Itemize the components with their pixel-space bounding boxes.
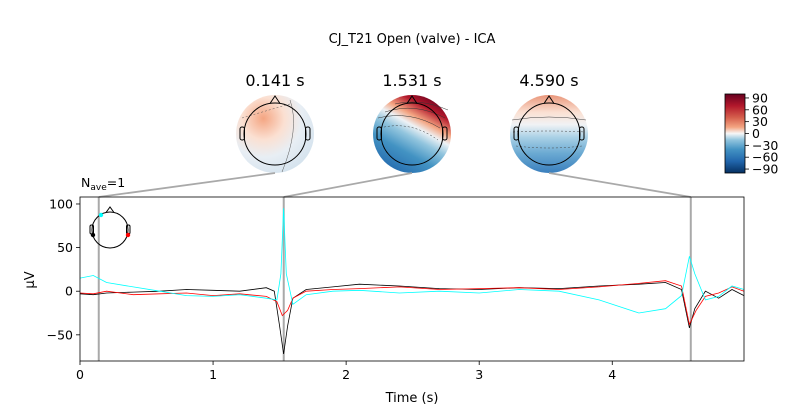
colorbar-tick-label: 60	[752, 102, 768, 117]
y-tick-label: 0	[65, 284, 73, 299]
colorbar-tick-label: −90	[752, 162, 778, 177]
y-tick-label: −50	[47, 327, 73, 342]
colorbar-tick-label: −30	[752, 138, 778, 153]
x-tick-label: 4	[608, 367, 616, 382]
y-axis-label: µV	[23, 271, 38, 288]
sensor-dot-cyan	[98, 212, 104, 218]
series-line-1	[79, 282, 745, 355]
topomap-time-label-2: 1.531 s	[382, 71, 441, 90]
sensor-inset	[89, 206, 131, 249]
series-line-3	[79, 208, 745, 314]
topomap-connector	[283, 172, 413, 198]
head-outline	[376, 95, 448, 166]
sensor-dot-red	[125, 232, 131, 238]
nave-label: Nave=1	[81, 175, 125, 193]
x-tick-label: 1	[209, 367, 217, 382]
colorbar-tick-label: −60	[752, 150, 778, 165]
chart-title: CJ_T21 Open (valve) - ICA	[329, 32, 496, 47]
topomap-time-label-1: 0.141 s	[245, 71, 304, 90]
x-tick-label: 0	[76, 367, 84, 382]
sensor-dot-black	[90, 232, 96, 238]
x-axis-label: Time (s)	[385, 391, 439, 406]
plot-area: 0 1 2 3 4 −50 0 50 100	[47, 196, 745, 382]
topomap-connector	[98, 172, 276, 198]
series-line-2	[79, 280, 745, 326]
head-outline	[239, 95, 311, 166]
head-outline	[513, 95, 585, 166]
colorbar-tick-label: 30	[752, 114, 768, 129]
topomap-2	[373, 95, 451, 173]
topomap-connector	[548, 172, 691, 198]
y-tick-label: 50	[57, 240, 73, 255]
topomap-1	[236, 95, 314, 173]
x-tick-label: 3	[475, 367, 483, 382]
topomap-connectors	[98, 172, 691, 198]
topomap-time-label-3: 4.590 s	[519, 71, 578, 90]
colorbar-tick-label: 90	[752, 90, 768, 105]
topomap-3	[510, 95, 588, 173]
colorbar-tick-label: 0	[752, 126, 760, 141]
x-tick-label: 2	[342, 367, 350, 382]
y-tick-label: 100	[49, 196, 73, 211]
